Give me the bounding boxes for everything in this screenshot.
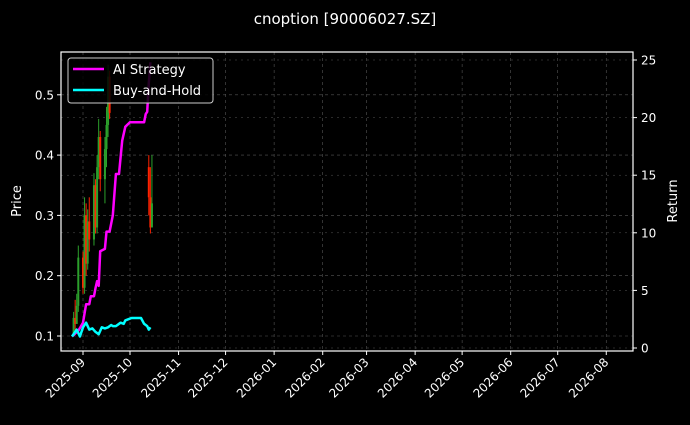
x-tick-label: 2026-05: [422, 355, 467, 400]
y-tick-label: 0.1: [35, 330, 54, 344]
y-axis-price: 0.1 0.2 0.3 0.4 0.5: [35, 88, 61, 344]
candle-body: [97, 137, 100, 168]
candle-body: [147, 167, 150, 198]
x-tick-label: 2026-06: [470, 355, 515, 400]
candle-body: [99, 137, 102, 180]
x-tick-label: 2025-10: [90, 355, 135, 400]
legend: AI Strategy Buy-and-Hold: [67, 57, 214, 104]
candle-body: [86, 221, 89, 264]
y2-axis-label: Return: [666, 179, 681, 222]
candle-body: [82, 257, 84, 288]
y-tick-label: 0.2: [35, 269, 54, 283]
candle-body: [83, 215, 86, 288]
y2-tick-label: 5: [641, 284, 649, 298]
y-axis-label: Price: [10, 185, 25, 217]
candle-body: [103, 149, 106, 180]
x-tick-label: 2026-01: [234, 355, 279, 400]
x-tick-label: 2026-03: [326, 355, 371, 400]
x-tick-label: 2025-09: [43, 355, 88, 400]
x-tick-label: 2025-11: [138, 355, 183, 400]
y2-tick-label: 25: [641, 54, 656, 68]
y-tick-label: 0.4: [35, 149, 54, 163]
candle-body: [105, 124, 108, 150]
y2-tick-label: 15: [641, 169, 656, 183]
candlesticks: [72, 64, 153, 336]
candle-body: [75, 305, 78, 324]
candle-body: [94, 185, 97, 228]
legend-box: [67, 57, 214, 104]
series-line-buy-and-hold: [70, 316, 152, 338]
y2-tick-label: 10: [641, 226, 656, 240]
y-tick-label: 0.5: [35, 88, 54, 102]
y2-tick-label: 20: [641, 111, 656, 125]
candle-body: [150, 203, 153, 228]
x-tick-label: 2026-04: [375, 355, 420, 400]
candle-body: [96, 167, 99, 228]
candle-body: [85, 215, 88, 264]
y-tick-label: 0.3: [35, 209, 54, 223]
legend-label-ai-strategy: AI Strategy: [113, 63, 186, 78]
chart-title: cnoption [90006027.SZ]: [254, 10, 437, 28]
candle-body: [149, 197, 152, 228]
legend-label-buy-and-hold: Buy-and-Hold: [113, 84, 201, 99]
return-lines: [70, 62, 152, 338]
x-axis-dates: 2025-09 2025-10 2025-11 2025-12 2026-01 2026-…: [43, 351, 611, 401]
candle-body: [74, 317, 77, 324]
x-tick-label: 2026-08: [566, 355, 611, 400]
y2-tick-label: 0: [641, 342, 649, 356]
candle-body: [92, 185, 95, 240]
series-line-ai-strategy: [71, 62, 152, 338]
candle-body: [88, 221, 91, 240]
y-axis-return: 0 5 10 15 20 25: [633, 54, 656, 356]
candle-body: [77, 257, 80, 306]
x-tick-label: 2025-12: [185, 355, 230, 400]
x-tick-label: 2026-07: [517, 355, 562, 400]
axes-frame: [60, 51, 634, 352]
x-tick-label: 2026-02: [282, 355, 327, 400]
candle-body: [72, 317, 75, 336]
